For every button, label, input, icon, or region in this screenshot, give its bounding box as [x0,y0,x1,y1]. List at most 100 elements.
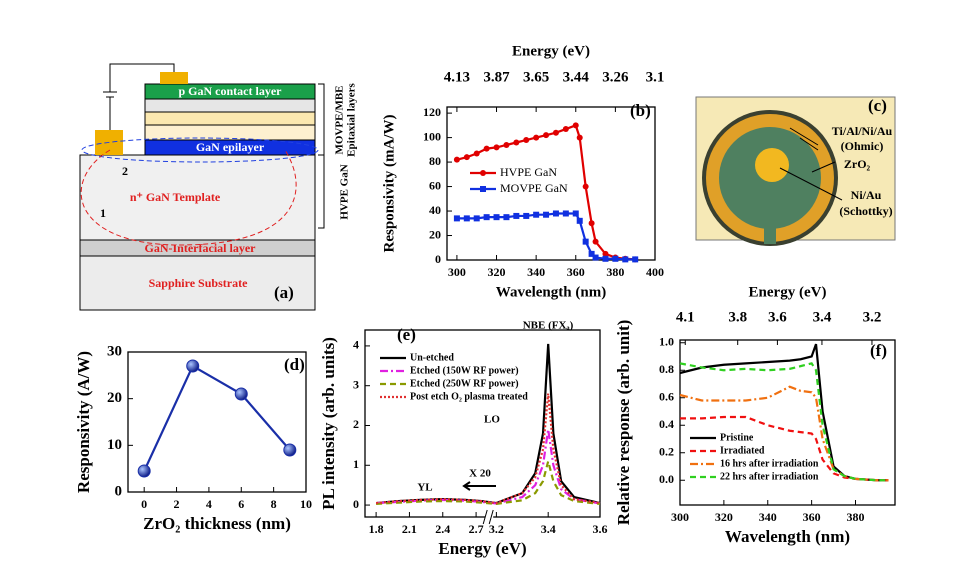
x-axis-title: Wavelength (nm) [725,527,850,546]
x-tick-label: 400 [646,265,664,279]
ring-gap [764,228,776,244]
y-tick-label: 0.8 [659,362,674,376]
marker [588,220,595,227]
layer-label: n⁺ GaN Template [130,190,221,204]
path-label: 1 [100,206,106,220]
callout-line [779,127,843,201]
legend-label: Post etch O₂ plasma treated [410,391,528,402]
x2-tick-label: 3.8 [728,309,747,325]
series-line [376,456,601,505]
schottky-contact [755,148,789,182]
legend-label: Pristine [720,432,754,443]
legend-label: 16 hrs after irradiation [720,458,819,469]
callout: ZrO₂ [844,157,871,171]
callout: (Ohmic) [841,139,884,153]
x-tick-label: 8 [271,497,277,511]
marker [493,214,500,221]
x-tick-label: 380 [606,265,624,279]
x-tick-label: 2.7 [469,522,484,536]
series-line [376,393,601,505]
marker [582,183,589,190]
legend-label: Irradiated [720,445,765,456]
x-tick-label: 2.4 [435,522,450,536]
layer [144,98,316,113]
y-tick-label: 60 [429,178,441,192]
y-tick-label: 2 [353,417,359,431]
legend-label: Un-etched [410,352,454,363]
y-tick-label: 0 [353,497,359,511]
y-tick-label: 20 [429,227,441,241]
marker [543,211,550,218]
x-axis-title: Energy (eV) [438,539,526,558]
axis-break [485,509,494,525]
x-tick-label: 300 [448,265,466,279]
x2-tick-label: 3.65 [523,69,549,85]
panel-label: (b) [630,101,651,120]
y-tick-label: 20 [107,390,122,406]
x2-tick-label: 3.44 [563,69,590,85]
callout: Ni/Au [851,188,882,202]
layer-label: GaN-Interfacial layer [145,241,257,255]
y-axis-title: Relative response (arb. unit) [614,320,633,526]
arrow [462,481,496,491]
marker [562,210,569,217]
x-tick-label: 10 [300,497,312,511]
panel-label: (e) [397,325,416,344]
contact [160,72,188,84]
y-axis-title: Responsivity (A/W) [74,351,93,493]
annotation: LO [484,414,500,426]
y-axis-title: PL intensity (arb. units) [319,337,338,510]
x-tick-label: 2.1 [402,522,417,536]
marker [234,387,248,401]
series-line [679,385,889,482]
plot-frame [446,106,656,261]
layer-label: GaN epilayer [196,140,265,154]
device-diagram: p GaN contact layer GaN epilayer n⁺ GaN … [79,63,358,311]
y-tick-label: 0.2 [659,445,674,459]
legend-label: HVPE GaN [500,165,557,179]
marker [592,238,599,245]
layer-label: Sapphire Substrate [149,276,248,290]
y-tick-label: 0 [115,483,123,499]
x-tick-label: 3.6 [593,522,608,536]
marker [588,250,595,257]
marker [463,154,470,161]
x-tick-label: 380 [847,510,865,524]
y-tick-label: 30 [107,343,122,359]
x-tick-label: 320 [488,265,506,279]
x-tick-label: 340 [527,265,545,279]
x2-tick-label: 3.1 [646,69,665,85]
legend-label: MOVPE GaN [500,181,568,195]
marker [552,129,559,136]
current-path [80,149,297,246]
marker [632,256,639,263]
layer [144,124,316,141]
marker [523,212,530,219]
x-tick-label: 0 [141,497,147,511]
annotation: X 20 [469,468,491,480]
marker [562,126,569,133]
x-axis-title: ZrO₂ thickness (nm) [143,514,291,533]
x2-tick-label: 3.6 [768,309,787,325]
side-label: MOVPE/MBE [334,85,346,154]
marker [612,255,619,262]
x-tick-label: 4 [206,497,212,511]
x-tick-label: 3.2 [489,522,504,536]
x-tick-label: 6 [238,497,244,511]
y-tick-label: 3 [353,377,359,391]
side-label: HVPE GaN [339,164,351,219]
device-photo: Ti/Al/Ni/Au (Ohmic) ZrO₂ Ni/Au (Schottky… [695,96,896,246]
template-layer [79,154,316,241]
side-label: Epitaxial layers [346,82,358,156]
legend-label: 22 hrs after irradiation [720,471,819,482]
marker [622,256,629,263]
x2-tick-label: 4.13 [444,69,470,85]
series-line [680,415,889,482]
marker [503,214,510,221]
y-tick-label: 0 [435,252,441,266]
x2-tick-label: 3.4 [813,309,832,325]
marker [572,122,579,129]
x-tick-label: 320 [715,510,733,524]
legend-swatch [480,186,486,192]
